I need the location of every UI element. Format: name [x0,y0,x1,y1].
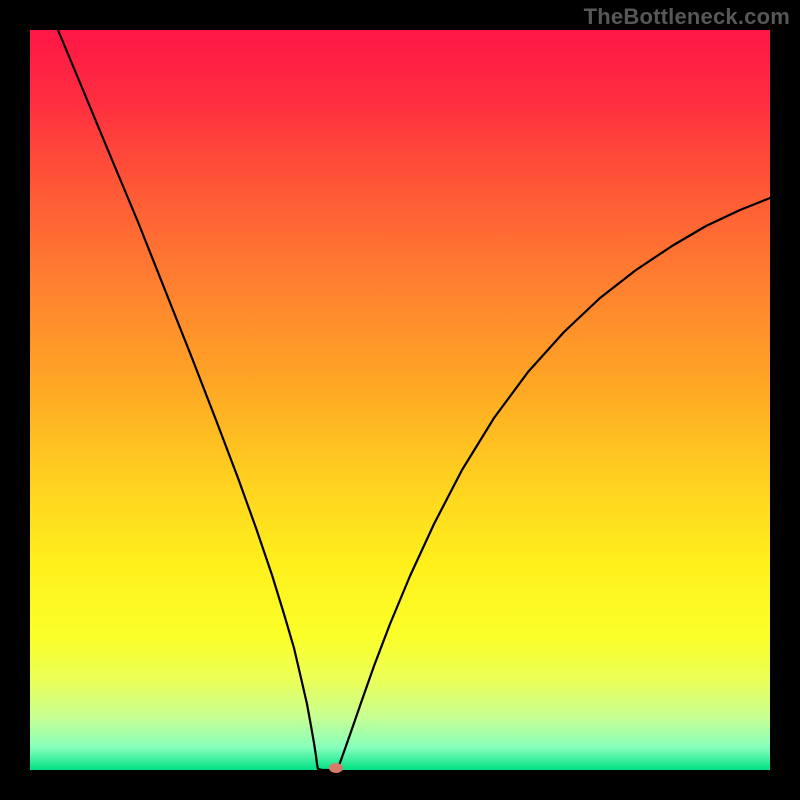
bottleneck-curve [58,30,770,770]
watermark-text: TheBottleneck.com [584,4,790,30]
curve-layer [0,0,800,800]
minimum-marker [329,763,343,773]
